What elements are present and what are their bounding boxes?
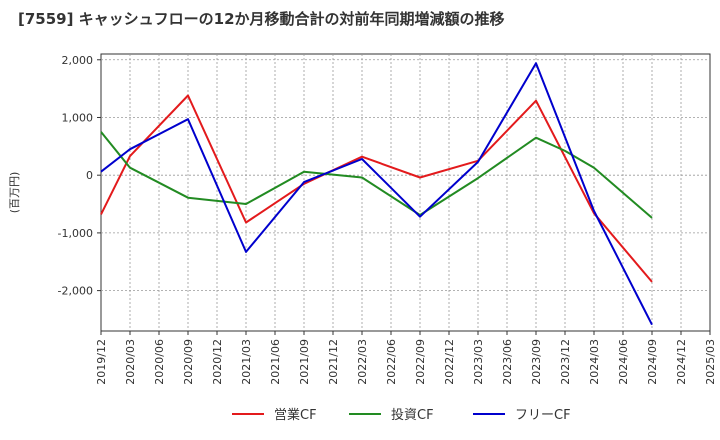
series-line-2 (100, 131, 653, 219)
x-tick-label: 2020/12 (211, 339, 224, 385)
y-tick-label: -2,000 (58, 285, 93, 298)
x-tick-label: 2023/09 (530, 339, 543, 385)
x-tick-label: 2020/06 (153, 339, 166, 385)
x-tick-label: 2021/03 (240, 339, 253, 385)
x-tick-label: 2023/03 (472, 339, 485, 385)
y-tick-label: 2,000 (62, 54, 94, 67)
x-tick-label: 2024/12 (675, 339, 688, 385)
x-tick-label: 2024/03 (588, 339, 601, 385)
x-tick-label: 2020/03 (124, 339, 137, 385)
x-tick-label: 2023/06 (501, 339, 514, 385)
legend-label-1: 営業CF (274, 407, 317, 423)
x-tick-label: 2022/03 (356, 339, 369, 385)
x-tick-label: 2020/09 (182, 339, 195, 385)
x-tick-label: 2021/06 (269, 339, 282, 385)
y-tick-label: -1,000 (58, 227, 93, 240)
series-line-3 (100, 62, 653, 326)
x-tick-label: 2022/06 (385, 339, 398, 385)
x-tick-label: 2022/09 (414, 339, 427, 385)
y-axis-label: (百万円) (8, 172, 21, 214)
x-tick-label: 2021/09 (298, 339, 311, 385)
legend-label-3: フリーCF (515, 408, 571, 423)
legend-label-2: 投資CF (391, 407, 434, 423)
x-tick-label: 2023/12 (559, 339, 572, 385)
x-tick-label: 2024/09 (646, 339, 659, 385)
y-tick-label: 0 (86, 169, 93, 182)
series-line-1 (100, 94, 653, 283)
x-tick-label: 2019/12 (95, 339, 108, 385)
x-tick-label: 2025/03 (704, 339, 717, 385)
x-tick-label: 2022/12 (443, 339, 456, 385)
x-tick-label: 2024/06 (617, 339, 630, 385)
x-tick-label: 2021/12 (327, 339, 340, 385)
plot-area (100, 53, 711, 332)
chart-title: [7559] キャッシュフローの12か月移動合計の対前年同期増減額の推移 (18, 10, 505, 28)
y-tick-label: 1,000 (62, 111, 94, 124)
